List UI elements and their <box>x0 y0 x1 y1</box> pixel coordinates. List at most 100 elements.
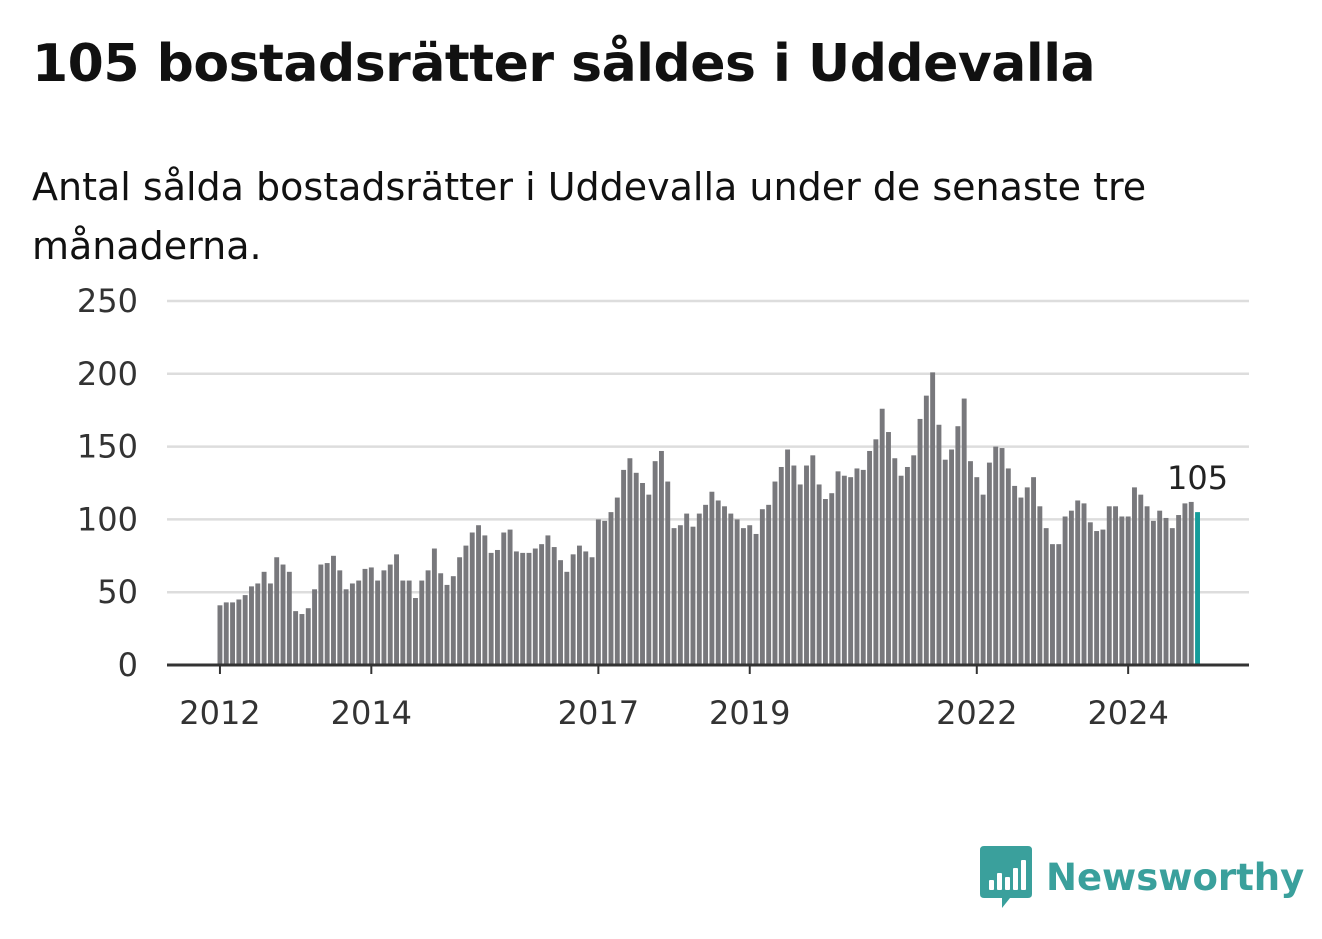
bar <box>349 583 355 665</box>
bar <box>249 586 254 665</box>
bar <box>1075 500 1081 665</box>
bar <box>444 584 450 665</box>
x-tick-label: 2017 <box>558 694 639 732</box>
bar <box>791 465 797 665</box>
bar <box>280 564 286 665</box>
bar <box>759 509 765 665</box>
bar <box>696 513 702 665</box>
bar <box>797 484 803 665</box>
bar <box>1119 516 1125 665</box>
bar <box>1081 503 1087 665</box>
bar <box>570 554 576 665</box>
bar <box>633 472 639 665</box>
bar <box>684 513 690 665</box>
bar <box>274 557 280 665</box>
bar <box>539 544 545 665</box>
bar <box>646 494 652 665</box>
bar <box>368 567 374 665</box>
bar <box>381 570 387 665</box>
bar <box>375 580 381 665</box>
bar <box>1062 516 1068 665</box>
bar <box>425 570 431 665</box>
bar <box>652 461 658 665</box>
bar <box>1005 468 1011 665</box>
bar <box>835 471 841 665</box>
bar <box>690 526 696 665</box>
bar <box>1100 529 1106 665</box>
y-tick-label: 150 <box>77 428 138 466</box>
bar <box>961 398 967 665</box>
x-tick-label: 2024 <box>1087 694 1168 732</box>
bar <box>242 595 248 665</box>
bar <box>1163 517 1169 665</box>
brand-name: Newsworthy <box>1046 856 1305 899</box>
bar <box>236 599 242 665</box>
bar <box>898 475 904 665</box>
bar <box>715 500 721 665</box>
bar <box>740 528 746 665</box>
bar <box>469 532 475 665</box>
bar <box>854 468 860 665</box>
bar <box>734 519 740 665</box>
bar <box>413 598 418 665</box>
bar <box>778 466 784 665</box>
bar <box>709 491 715 665</box>
bar <box>1144 506 1150 665</box>
bar <box>526 552 532 665</box>
x-tick-label: 2012 <box>179 694 260 732</box>
bar <box>1024 487 1030 665</box>
bar <box>753 533 759 665</box>
bar <box>230 602 236 665</box>
bar <box>532 548 538 665</box>
bar <box>804 465 809 665</box>
bar <box>911 455 917 665</box>
bar <box>583 551 589 665</box>
bar <box>1050 544 1055 665</box>
bar <box>507 529 513 665</box>
bar <box>1031 477 1037 665</box>
bar <box>873 439 879 665</box>
bar <box>299 614 305 665</box>
bar-latest <box>1195 512 1200 665</box>
bar <box>343 589 349 665</box>
bar <box>305 608 311 665</box>
bar <box>1056 544 1062 665</box>
bar <box>431 548 437 665</box>
bar <box>387 564 393 665</box>
bar <box>520 552 526 665</box>
bar <box>703 504 709 665</box>
chart-subtitle: Antal sålda bostadsrätter i Uddevalla un… <box>32 165 1147 268</box>
x-tick-label: 2019 <box>709 694 790 732</box>
bar <box>955 426 961 665</box>
bar <box>564 571 570 665</box>
chart-title: 105 bostadsrätter såldes i Uddevalla <box>32 34 1096 94</box>
x-tick-label: 2022 <box>936 694 1017 732</box>
bar <box>318 564 324 665</box>
bar <box>658 450 664 665</box>
bar <box>558 560 563 665</box>
bar <box>1094 531 1100 665</box>
bar <box>400 580 406 665</box>
bar <box>545 535 551 665</box>
bar <box>331 555 336 665</box>
bar <box>614 497 620 665</box>
bar <box>822 499 828 665</box>
bar <box>394 554 399 665</box>
bar <box>1113 506 1118 665</box>
bar <box>1176 515 1182 665</box>
bar <box>286 571 292 665</box>
bar <box>1188 501 1194 665</box>
bar <box>1150 520 1156 665</box>
x-axis-ticks: 2012 2014 2017 2019 2022 2024 <box>179 665 1169 732</box>
bar <box>993 446 999 665</box>
bar <box>722 506 727 665</box>
bar <box>917 418 923 665</box>
bar <box>867 450 873 665</box>
bar <box>576 545 582 665</box>
bar <box>337 570 343 665</box>
bar <box>595 519 601 665</box>
bar <box>419 580 425 665</box>
bar <box>324 563 330 665</box>
newsworthy-bar-chart-logo-icon <box>980 846 1032 908</box>
bar <box>1106 506 1112 665</box>
